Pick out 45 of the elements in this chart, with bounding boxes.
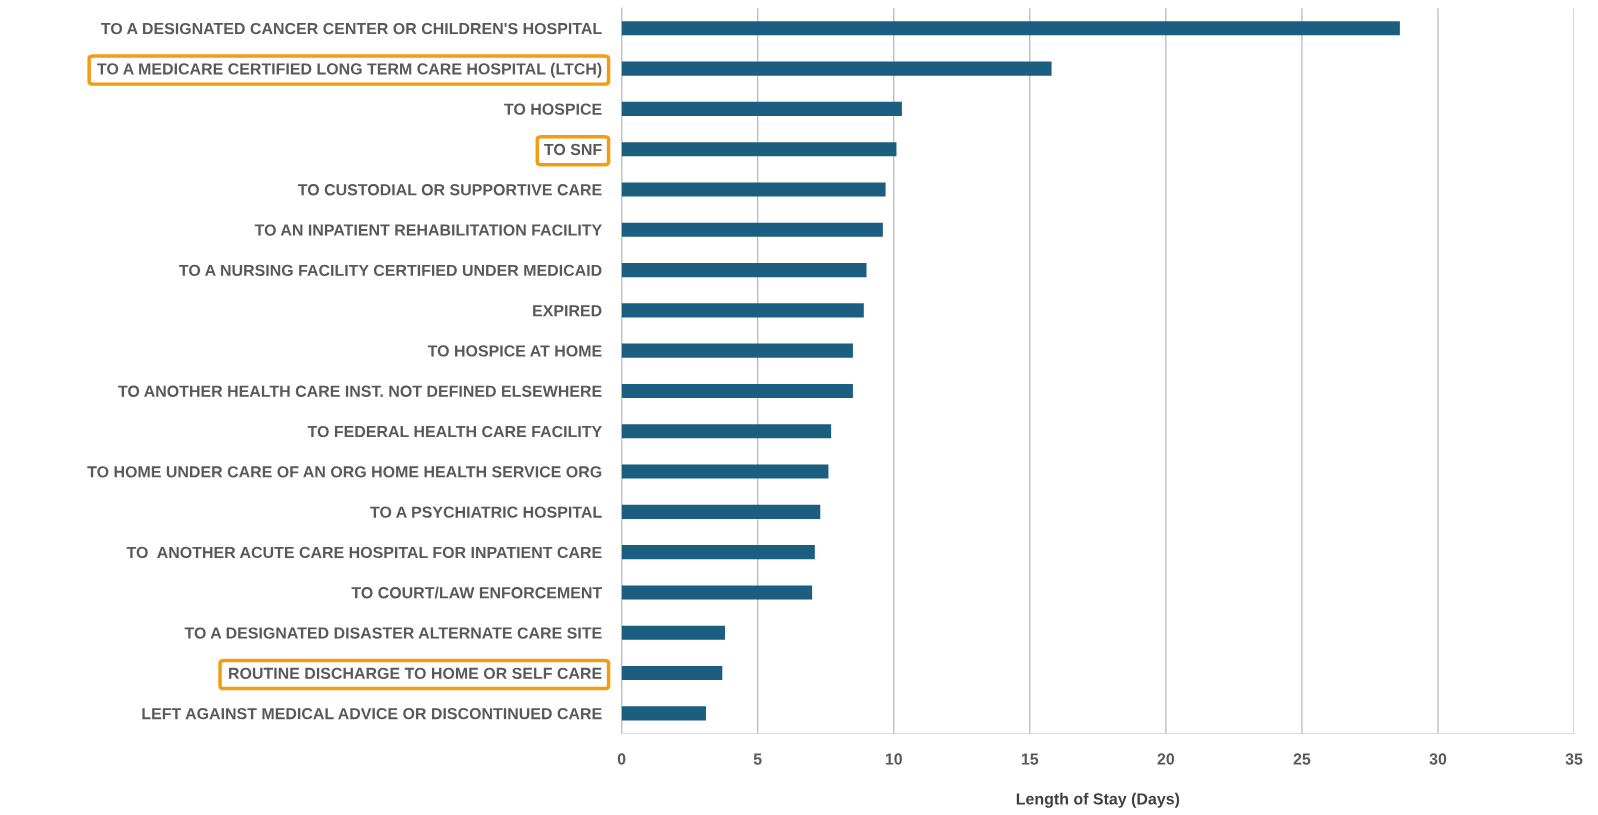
bar bbox=[621, 263, 867, 278]
bar bbox=[621, 424, 832, 439]
bar bbox=[621, 706, 706, 721]
y-tick-label: TO FEDERAL HEALTH CARE FACILITY bbox=[307, 425, 602, 438]
y-tick-label: ROUTINE DISCHARGE TO HOME OR SELF CARE bbox=[229, 667, 602, 679]
bar bbox=[621, 142, 897, 157]
y-tick-label: TO A DESIGNATED CANCER CENTER OR CHILDREN'S HOSPITAL bbox=[101, 22, 602, 35]
y-tick-label: TO HOSPICE bbox=[504, 103, 602, 115]
y-tick-label: TO A NURSING FACILITY CERTIFIED UNDER MEDICAID bbox=[179, 264, 602, 277]
y-tick-label: TO SNF bbox=[544, 143, 602, 156]
x-tick-label: 0 bbox=[617, 753, 626, 765]
y-tick-label: TO ANOTHER HEALTH CARE INST. NOT DEFINED ELSEWHERE bbox=[118, 385, 602, 397]
bar bbox=[621, 625, 726, 640]
bar bbox=[621, 504, 821, 519]
bar bbox=[621, 21, 1400, 36]
x-tick-label: 10 bbox=[885, 753, 902, 765]
x-tick-label: 25 bbox=[1293, 753, 1311, 765]
y-tick-label: TO AN INPATIENT REHABILITATION FACILITY bbox=[254, 224, 602, 236]
bar bbox=[621, 545, 815, 560]
y-tick-label: EXPIRED bbox=[533, 305, 602, 317]
bar bbox=[621, 101, 902, 116]
bar bbox=[621, 585, 813, 600]
bar bbox=[621, 383, 853, 399]
x-axis-title: Length of Stay (Days) bbox=[1016, 792, 1180, 808]
x-tick-label: 20 bbox=[1157, 753, 1175, 765]
x-tick-label: 35 bbox=[1565, 753, 1583, 765]
x-tick-label: 30 bbox=[1429, 753, 1447, 765]
x-tick-label: 15 bbox=[1021, 753, 1039, 765]
bar bbox=[621, 343, 853, 358]
y-tick-label: LEFT AGAINST MEDICAL ADVICE OR DISCONTINUED CARE bbox=[142, 707, 602, 720]
y-tick-label: TO HOME UNDER CARE OF AN ORG HOME HEALTH SERVICE ORG bbox=[87, 466, 602, 478]
y-tick-label: TO CUSTODIAL OR SUPPORTIVE CARE bbox=[297, 184, 602, 196]
y-tick-label: TO ANOTHER ACUTE CARE HOSPITAL FOR INPATIENT CARE bbox=[126, 546, 602, 559]
bar bbox=[621, 182, 886, 197]
x-tick-label: 5 bbox=[753, 753, 762, 765]
bar bbox=[621, 61, 1052, 76]
y-tick-label: TO HOSPICE AT HOME bbox=[427, 345, 602, 357]
y-tick-label: TO A MEDICARE CERTIFIED LONG TERM CARE HOSPITAL (LTCH) bbox=[97, 62, 602, 78]
bar bbox=[621, 222, 883, 237]
bar bbox=[621, 666, 723, 681]
bar bbox=[621, 464, 829, 479]
bar bbox=[621, 303, 864, 318]
y-tick-label: TO COURT/LAW ENFORCEMENT bbox=[351, 586, 603, 599]
y-tick-label: TO A DESIGNATED DISASTER ALTERNATE CARE SITE bbox=[184, 627, 602, 639]
y-tick-label: TO A PSYCHIATRIC HOSPITAL bbox=[370, 506, 602, 518]
